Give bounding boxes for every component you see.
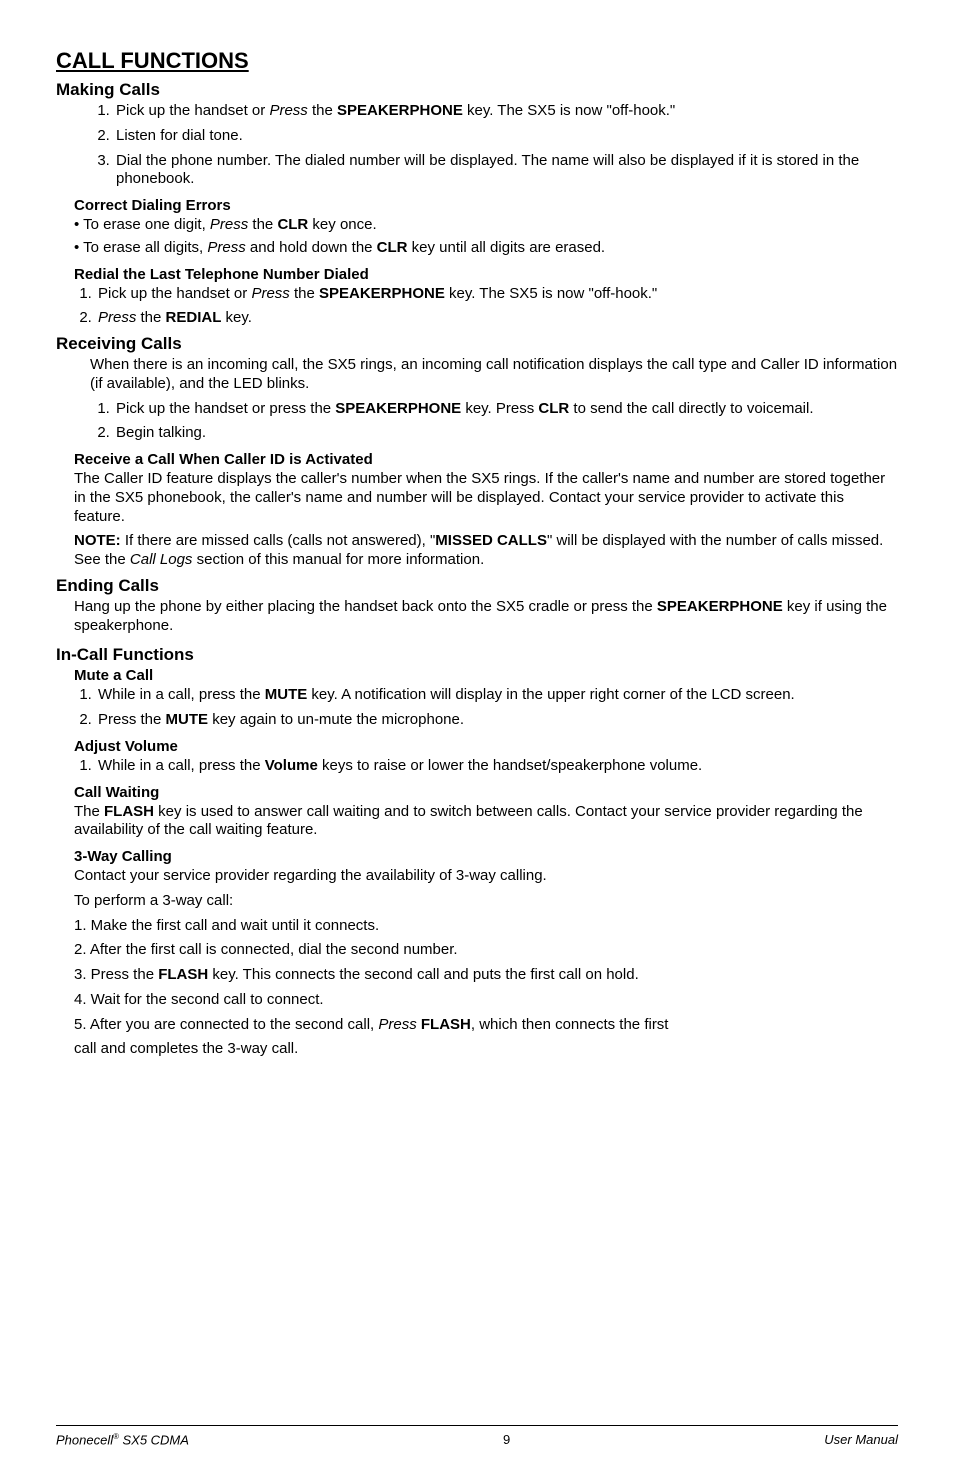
list-item: 4. Wait for the second call to connect. — [74, 991, 898, 1010]
list-item: Begin talking. — [114, 424, 898, 443]
list-item: Pick up the handset or press the SPEAKER… — [114, 400, 898, 419]
footer-right: User Manual — [824, 1432, 898, 1447]
list-item: To erase one digit, Press the CLR key on… — [74, 216, 898, 235]
list-item: Pick up the handset or Press the SPEAKER… — [96, 285, 898, 304]
list-item: While in a call, press the MUTE key. A n… — [96, 686, 898, 705]
list-item: Listen for dial tone. — [114, 127, 898, 146]
list-item: Dial the phone number. The dialed number… — [114, 152, 898, 190]
list-volume-steps: While in a call, press the Volume keys t… — [56, 757, 898, 776]
page-footer: Phonecell® SX5 CDMA 9 User Manual — [56, 1425, 898, 1447]
page-title: CALL FUNCTIONS — [56, 48, 898, 74]
text-ending-calls: Hang up the phone by either placing the … — [56, 598, 898, 636]
list-item: 2. After the first call is connected, di… — [74, 941, 898, 960]
heading-3way: 3-Way Calling — [56, 848, 898, 865]
footer-left: Phonecell® SX5 CDMA — [56, 1432, 189, 1447]
heading-redial: Redial the Last Telephone Number Dialed — [56, 266, 898, 283]
list-receiving-steps: Pick up the handset or press the SPEAKER… — [56, 400, 898, 444]
heading-correct-dialing-errors: Correct Dialing Errors — [56, 197, 898, 214]
heading-in-call: In-Call Functions — [56, 645, 898, 665]
text-caller-id: The Caller ID feature displays the calle… — [56, 470, 898, 526]
list-item: Press the REDIAL key. — [96, 309, 898, 328]
heading-call-waiting: Call Waiting — [56, 784, 898, 801]
list-item: Pick up the handset or Press the SPEAKER… — [114, 102, 898, 121]
list-item: 5. After you are connected to the second… — [74, 1016, 898, 1035]
list-making-calls-steps: Pick up the handset or Press the SPEAKER… — [56, 102, 898, 189]
text-3way-intro1: Contact your service provider regarding … — [56, 867, 898, 886]
list-3way-steps: 1. Make the first call and wait until it… — [56, 917, 898, 1035]
footer-page-number: 9 — [503, 1432, 510, 1447]
list-item: While in a call, press the Volume keys t… — [96, 757, 898, 776]
list-item: 3. Press the FLASH key. This connects th… — [74, 966, 898, 985]
list-correct-errors: To erase one digit, Press the CLR key on… — [56, 216, 898, 258]
list-item: Press the MUTE key again to un-mute the … — [96, 711, 898, 730]
heading-ending-calls: Ending Calls — [56, 576, 898, 596]
list-item: To erase all digits, Press and hold down… — [74, 239, 898, 258]
text-missed-calls-note: NOTE: If there are missed calls (calls n… — [56, 532, 898, 570]
heading-volume: Adjust Volume — [56, 738, 898, 755]
text-receiving-intro: When there is an incoming call, the SX5 … — [56, 356, 898, 394]
text-3way-intro2: To perform a 3-way call: — [56, 892, 898, 911]
text-call-waiting: The FLASH key is used to answer call wai… — [56, 803, 898, 841]
heading-caller-id: Receive a Call When Caller ID is Activat… — [56, 451, 898, 468]
list-mute-steps: While in a call, press the MUTE key. A n… — [56, 686, 898, 730]
list-redial-steps: Pick up the handset or Press the SPEAKER… — [56, 285, 898, 329]
list-item: 1. Make the first call and wait until it… — [74, 917, 898, 936]
text-3way-tail: call and completes the 3-way call. — [56, 1040, 898, 1059]
heading-mute: Mute a Call — [56, 667, 898, 684]
footer-model: SX5 CDMA — [119, 1432, 189, 1447]
heading-receiving-calls: Receiving Calls — [56, 334, 898, 354]
footer-product-name: Phonecell — [56, 1432, 113, 1447]
heading-making-calls: Making Calls — [56, 80, 898, 100]
